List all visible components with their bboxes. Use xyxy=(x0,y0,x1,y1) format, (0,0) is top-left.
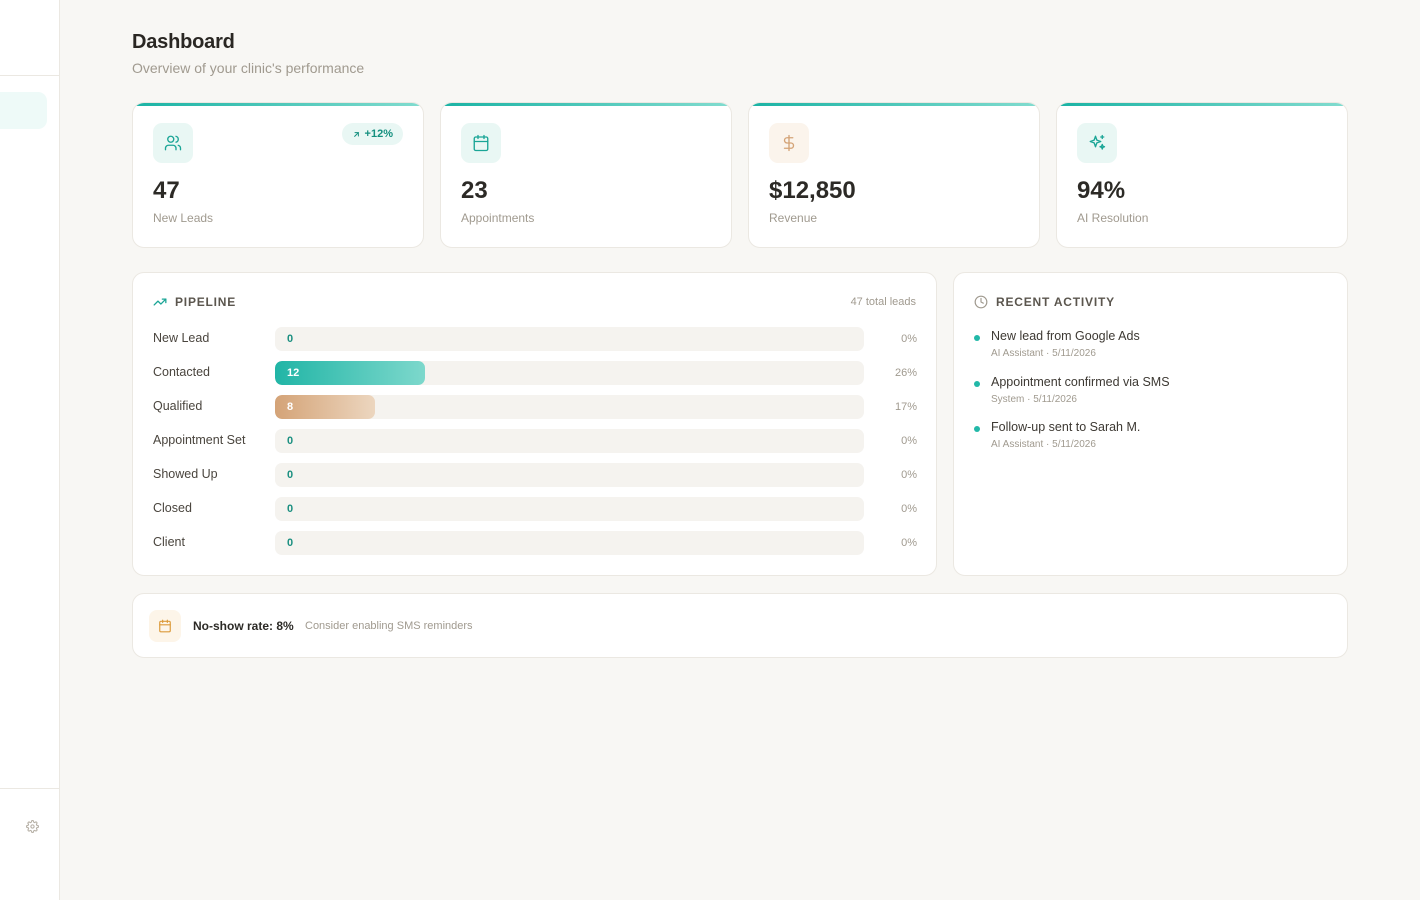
card-accent xyxy=(1057,103,1347,106)
stage-count: 0 xyxy=(287,469,294,481)
trending-up-icon xyxy=(153,298,167,306)
activity-meta: AI Assistant · 5/11/2026 xyxy=(991,439,1096,450)
stat-card-new-leads[interactable]: +12% 47 New Leads xyxy=(132,102,424,248)
stage-label: Client xyxy=(153,535,185,549)
stat-icon-box xyxy=(461,123,501,163)
settings-button[interactable] xyxy=(24,818,40,834)
stat-label: AI Resolution xyxy=(1077,211,1149,225)
trend-badge: +12% xyxy=(341,123,403,145)
stage-percent: 0% xyxy=(901,537,917,549)
stage-track xyxy=(275,327,864,351)
stat-card-ai-resolution[interactable]: 94% AI Resolution xyxy=(1056,102,1348,248)
pipeline-total: 47 total leads xyxy=(850,296,916,308)
sidebar-divider xyxy=(0,75,59,76)
stage-percent: 0% xyxy=(901,333,917,345)
activity-header: RECENT ACTIVITY xyxy=(974,295,1115,309)
pipeline-stage-row[interactable]: Qualified 8 17% xyxy=(153,395,917,419)
stage-fill xyxy=(275,361,426,385)
clock-icon xyxy=(974,295,988,309)
stage-percent: 17% xyxy=(894,401,917,413)
pipeline-title: PIPELINE xyxy=(175,295,237,309)
card-accent xyxy=(133,103,423,106)
calendar-icon xyxy=(473,134,489,152)
activity-text: New lead from Google Ads xyxy=(991,329,1140,343)
stage-label: Appointment Set xyxy=(153,433,246,447)
sidebar-divider xyxy=(0,788,59,789)
stage-count: 12 xyxy=(287,367,300,379)
stage-label: New Lead xyxy=(153,331,210,345)
stage-percent: 26% xyxy=(894,367,917,379)
noshow-hint: Consider enabling SMS reminders xyxy=(305,620,473,632)
card-accent xyxy=(749,103,1039,106)
dollar-icon xyxy=(783,134,795,152)
stage-track xyxy=(275,395,864,419)
sidebar-item-active[interactable] xyxy=(0,92,47,129)
activity-meta: System · 5/11/2026 xyxy=(991,394,1077,405)
stat-label: Appointments xyxy=(461,211,535,225)
stage-percent: 0% xyxy=(901,469,917,481)
stat-value: $12,850 xyxy=(769,177,856,204)
stage-count: 0 xyxy=(287,503,294,515)
stage-count: 0 xyxy=(287,537,294,549)
stage-percent: 0% xyxy=(901,435,917,447)
users-icon xyxy=(164,135,182,151)
card-accent xyxy=(441,103,731,106)
activity-dot xyxy=(974,335,980,341)
stat-card-revenue[interactable]: $12,850 Revenue xyxy=(748,102,1040,248)
stage-track xyxy=(275,497,864,521)
stat-value: 94% xyxy=(1077,177,1126,204)
page-title: Dashboard xyxy=(132,31,235,53)
sparkles-icon xyxy=(1089,134,1106,150)
pipeline-card: PIPELINE 47 total leads New Lead 0 0% Co… xyxy=(132,272,937,576)
noshow-rate: No-show rate: 8% xyxy=(193,619,294,633)
activity-dot xyxy=(974,381,980,387)
stat-label: New Leads xyxy=(153,211,214,225)
stats-row: +12% 47 New Leads 23 Appointments xyxy=(132,102,1348,248)
pipeline-stage-row[interactable]: Contacted 12 26% xyxy=(153,361,917,385)
stage-track xyxy=(275,531,864,555)
activity-title: RECENT ACTIVITY xyxy=(996,295,1115,309)
sidebar xyxy=(0,0,60,900)
stage-count: 0 xyxy=(287,333,294,345)
stat-value: 23 xyxy=(461,177,488,204)
stat-value: 47 xyxy=(153,177,180,204)
stage-label: Showed Up xyxy=(153,467,218,481)
activity-text: Follow-up sent to Sarah M. xyxy=(991,420,1141,434)
stat-icon-box xyxy=(769,123,809,163)
stage-count: 0 xyxy=(287,435,294,447)
stat-label: Revenue xyxy=(769,211,818,225)
pipeline-stage-row[interactable]: Closed 0 0% xyxy=(153,497,917,521)
stage-count: 8 xyxy=(287,401,294,413)
noshow-icon-box xyxy=(149,610,181,642)
stage-percent: 0% xyxy=(901,503,917,515)
activity-text: Appointment confirmed via SMS xyxy=(991,375,1170,389)
stage-track xyxy=(275,429,864,453)
pipeline-stage-row[interactable]: New Lead 0 0% xyxy=(153,327,917,351)
stat-card-appointments[interactable]: 23 Appointments xyxy=(440,102,732,248)
stat-icon-box xyxy=(153,123,193,163)
noshow-banner[interactable]: No-show rate: 8% Consider enabling SMS r… xyxy=(132,593,1348,658)
stat-icon-box xyxy=(1077,123,1117,163)
arrow-up-right-icon xyxy=(353,131,359,137)
pipeline-header: PIPELINE xyxy=(153,295,236,309)
pipeline-stage-row[interactable]: Showed Up 0 0% xyxy=(153,463,917,487)
stage-label: Closed xyxy=(153,501,192,515)
stage-label: Qualified xyxy=(153,399,203,413)
page-subtitle: Overview of your clinic's performance xyxy=(132,60,365,76)
recent-activity-card: RECENT ACTIVITY New lead from Google Ads… xyxy=(953,272,1348,576)
pipeline-stage-row[interactable]: Client 0 0% xyxy=(153,531,917,555)
stage-track xyxy=(275,361,864,385)
stage-label: Contacted xyxy=(153,365,210,379)
activity-dot xyxy=(974,426,980,432)
stage-fill xyxy=(275,395,376,419)
trend-badge-value: +12% xyxy=(364,128,393,140)
stage-track xyxy=(275,463,864,487)
calendar-icon xyxy=(159,619,171,633)
pipeline-stage-row[interactable]: Appointment Set 0 0% xyxy=(153,429,917,453)
activity-meta: AI Assistant · 5/11/2026 xyxy=(991,348,1096,359)
gear-icon xyxy=(25,819,39,833)
